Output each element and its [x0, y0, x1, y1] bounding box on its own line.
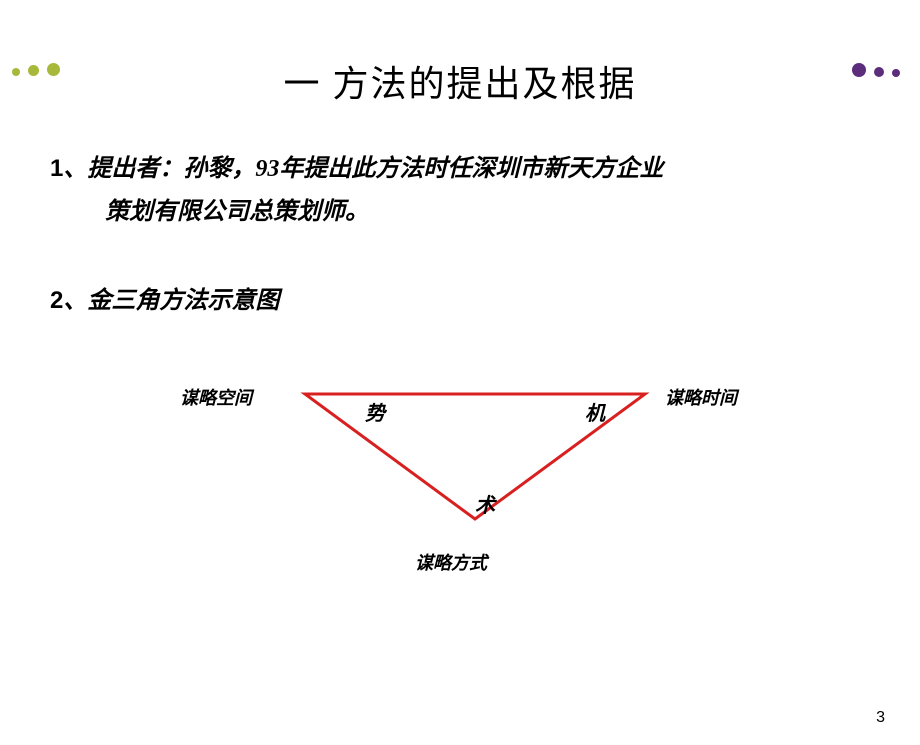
- list-item-2: 2、金三角方法示意图: [50, 279, 870, 323]
- item-separator: 、: [63, 156, 87, 182]
- item-text: 金三角方法示意图: [87, 288, 279, 314]
- vertex-label-bottom: 术: [475, 489, 495, 518]
- diagram-label-bottom: 谋略方式: [415, 549, 487, 575]
- dot-icon: [12, 68, 20, 76]
- item-text-line1: 提出者：孙黎，93年提出此方法时任深圳市新天方企业: [87, 156, 663, 182]
- item-number: 1: [50, 155, 63, 182]
- diagram-label-left: 谋略空间: [180, 384, 252, 410]
- content-area: 1、提出者：孙黎，93年提出此方法时任深圳市新天方企业 策划有限公司总策划师。 …: [0, 107, 920, 589]
- item-separator: 、: [63, 288, 87, 314]
- vertex-label-topleft: 势: [365, 397, 385, 426]
- decoration-dots-left: [10, 63, 62, 81]
- dot-icon: [47, 63, 60, 76]
- dot-icon: [28, 65, 39, 76]
- dot-icon: [892, 69, 900, 77]
- triangle-diagram: 谋略空间 谋略时间 谋略方式 势 机 术: [110, 369, 810, 589]
- diagram-label-right: 谋略时间: [665, 384, 737, 410]
- dot-icon: [852, 63, 866, 77]
- item-number: 2: [50, 287, 63, 314]
- slide-title: 一 方法的提出及根据: [0, 55, 920, 107]
- vertex-label-topright: 机: [585, 397, 605, 426]
- page-number: 3: [876, 709, 885, 727]
- dot-icon: [874, 67, 884, 77]
- decoration-dots-right: [850, 63, 902, 82]
- list-item-1: 1、提出者：孙黎，93年提出此方法时任深圳市新天方企业 策划有限公司总策划师。: [50, 147, 870, 234]
- item-text-line2: 策划有限公司总策划师。: [50, 191, 870, 234]
